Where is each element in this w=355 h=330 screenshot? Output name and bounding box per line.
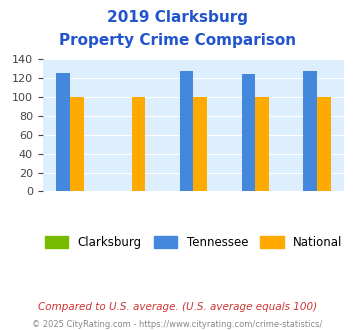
Bar (255, 97, 269, 191)
Bar (180, 71, 193, 191)
Text: 2019 Clarksburg: 2019 Clarksburg (107, 10, 248, 25)
Bar (304, 71, 317, 191)
Bar (193, 97, 207, 191)
Text: Property Crime Comparison: Property Crime Comparison (59, 33, 296, 48)
Bar (56, 73, 70, 191)
Legend: Clarksburg, Tennessee, National: Clarksburg, Tennessee, National (40, 232, 347, 254)
Bar (242, 74, 255, 191)
Bar (132, 97, 145, 191)
Text: © 2025 CityRating.com - https://www.cityrating.com/crime-statistics/: © 2025 CityRating.com - https://www.city… (32, 320, 323, 329)
Text: Compared to U.S. average. (U.S. average equals 100): Compared to U.S. average. (U.S. average … (38, 302, 317, 312)
Bar (317, 97, 331, 191)
Bar (70, 97, 83, 191)
